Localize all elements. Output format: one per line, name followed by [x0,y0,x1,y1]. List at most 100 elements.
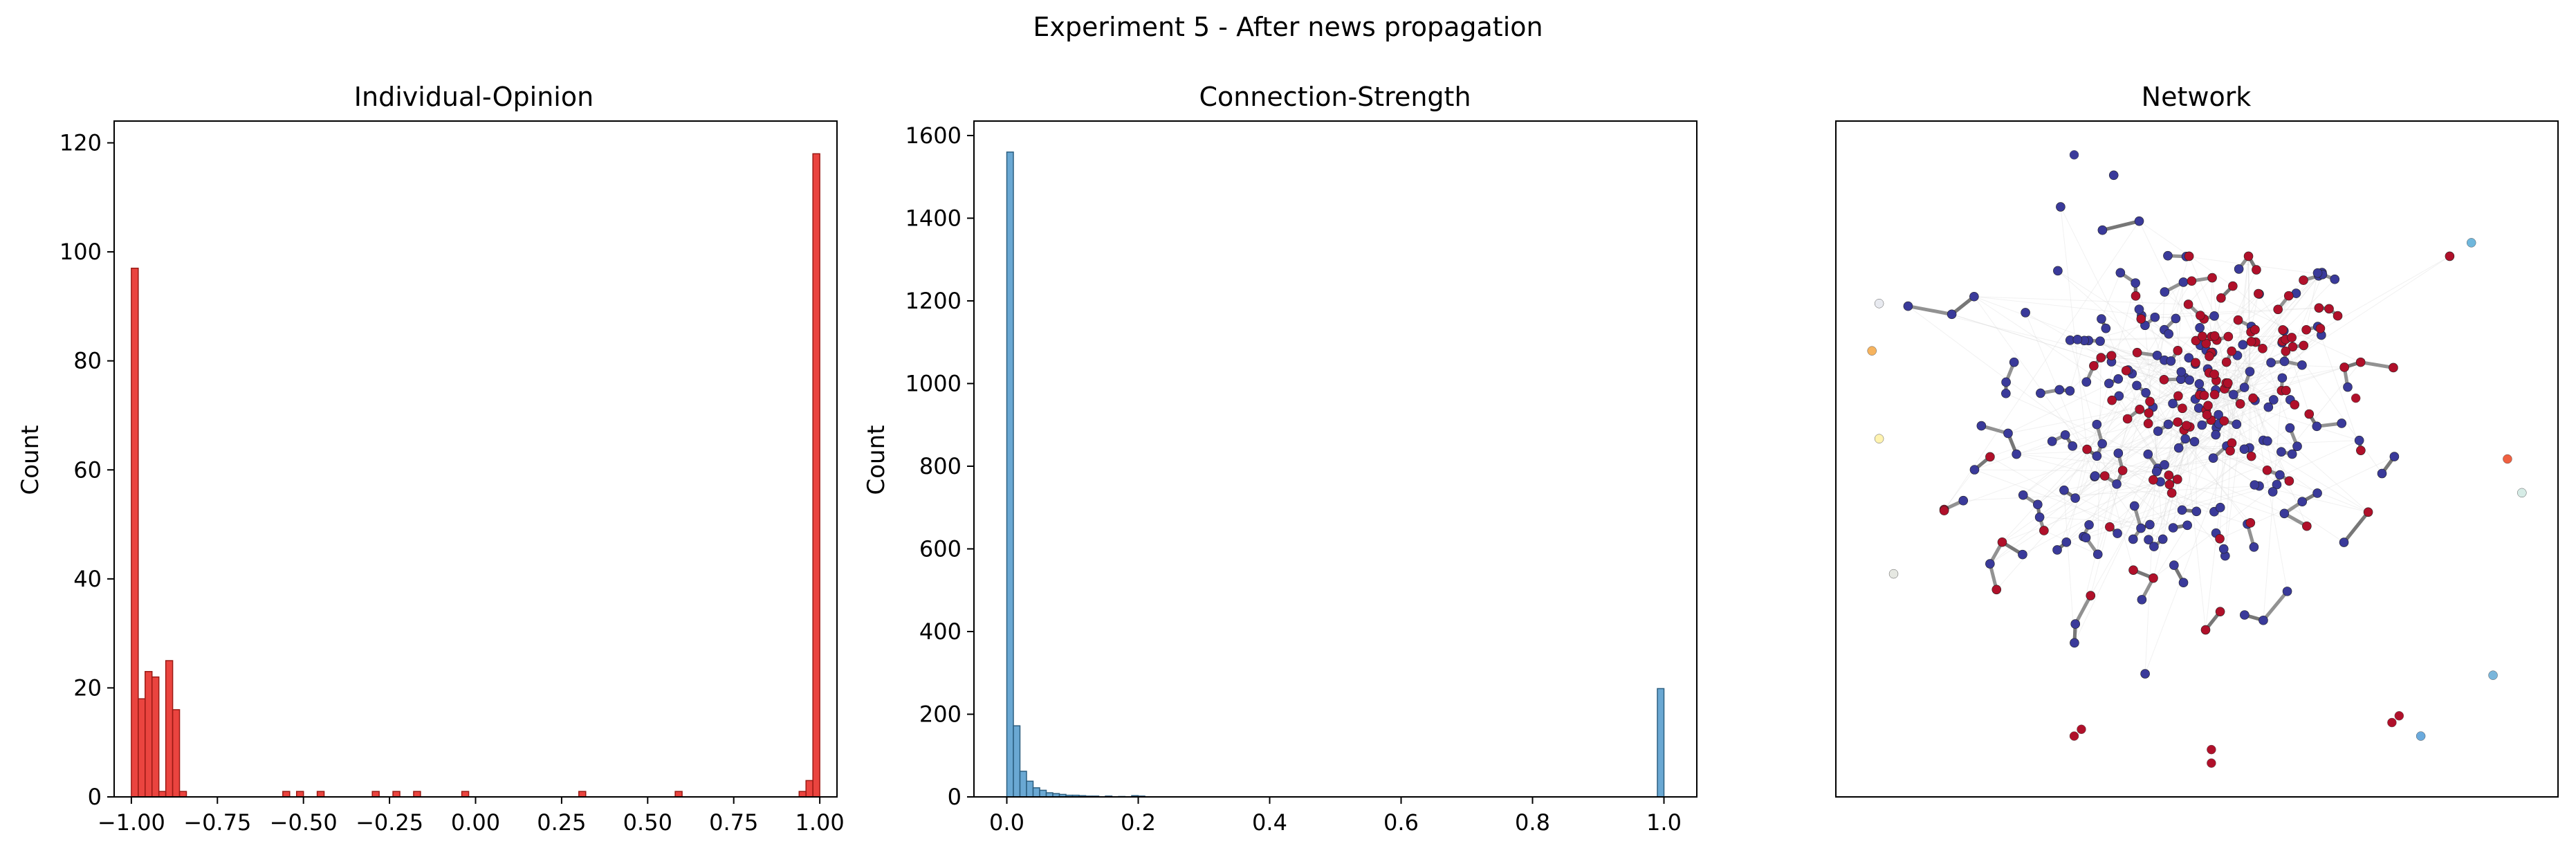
strength-y-tick-label: 1400 [905,205,962,231]
network-node [2330,274,2340,284]
network-edge [2258,486,2368,513]
network-node [2215,502,2225,513]
network-node [2304,409,2315,419]
network-edge [2267,274,2323,407]
network-node [2092,451,2102,461]
network-node [2001,377,2011,387]
network-node [2248,393,2258,403]
network-edge [2214,389,2225,512]
network-edge [2164,379,2202,425]
network-node [2177,505,2187,515]
network-edge [2037,377,2185,505]
network-node [2225,445,2235,456]
network-edge [2175,318,2182,372]
network-edge [2248,256,2250,448]
network-node [2121,365,2131,376]
network-node [2136,314,2146,324]
network-node [2314,303,2324,313]
network-node [2182,421,2191,431]
network-edge [2057,270,2269,407]
network-node [2069,731,2079,741]
network-edge [2088,340,2217,381]
network-node [1997,537,2007,547]
network-node [2184,375,2194,385]
network-node [2281,385,2291,396]
network-node [2198,331,2207,341]
network-edge [2074,468,2159,643]
network-edge [2153,427,2217,481]
network-node [2163,250,2173,261]
network-edge [2360,360,2394,369]
network-edge [1989,414,2219,564]
strength-ticks: 0.0 0.2 0.4 0.6 0.8 1.0 0 200 400 600 800 1000 1200 1… [905,122,1682,836]
network-node [2072,335,2083,344]
figure-title: Experiment 5 - After news propagation [1033,12,1543,42]
network-node [2134,216,2144,226]
opinion-x-tick-label: 0.25 [537,809,586,836]
network-node [2164,329,2174,339]
network-edge [2096,360,2165,425]
network-node [2129,501,2140,511]
network-node [1874,299,1884,309]
network-edge [2128,360,2165,371]
network-node [2245,518,2256,528]
opinion-bar [165,660,174,798]
network-node [2202,410,2212,420]
network-node [2160,287,2170,297]
network-node [2299,340,2309,351]
strength-histogram-panel: Connection-Strength Count 0.0 0.2 0.4 0.6 0.… [863,82,1698,836]
network-node [2068,441,2077,451]
network-node [2132,380,2142,391]
network-node [2199,390,2209,401]
network-edge [1908,306,2182,511]
network-node [2281,346,2291,356]
network-edge [2063,490,2075,643]
network-node [2288,342,2298,352]
strength-bar [1039,789,1047,798]
strength-y-tick-label: 200 [919,701,962,727]
network-edge [2184,438,2248,524]
strength-bar [1032,787,1040,798]
network-node [2245,367,2255,376]
network-edge [1974,296,2155,547]
network-node [2263,436,2272,446]
network-node [2208,453,2218,463]
network-edge [2133,383,2229,540]
network-node [2047,436,2057,446]
network-node [2141,387,2151,398]
network-edge [2281,328,2321,378]
network-node [1867,346,1877,356]
network-node [2092,549,2103,560]
network-edge [2226,362,2231,451]
network-node [2153,426,2163,436]
network-node [2197,420,2207,430]
network-edge [2225,273,2318,384]
opinion-bar [158,791,167,798]
network-edge [2117,275,2319,534]
network-edge [2101,273,2121,320]
network-node [2315,324,2326,333]
network-edge [1974,296,2344,543]
network-node [2140,669,2150,679]
network-edge [2200,315,2237,425]
network-node [2337,419,2347,428]
network-edge [2258,362,2362,486]
network-node [1947,309,1957,320]
network-node [2194,379,2205,389]
network-node [2312,421,2322,432]
network-node [2144,408,2154,418]
network-node [1991,585,2002,595]
network-node [1976,421,1987,431]
network-node [2081,533,2091,543]
network-node [2134,304,2144,314]
network-edges [1907,206,2450,674]
network-node [2290,400,2300,410]
network-node [2343,382,2353,392]
strength-y-tick-label: 0 [948,784,962,810]
network-edge [2263,390,2282,620]
network-node [2207,758,2216,768]
network-node [2219,416,2229,426]
network-node [2060,430,2070,440]
network-edge [2023,293,2259,496]
opinion-x-tick-label: −0.75 [183,809,251,836]
